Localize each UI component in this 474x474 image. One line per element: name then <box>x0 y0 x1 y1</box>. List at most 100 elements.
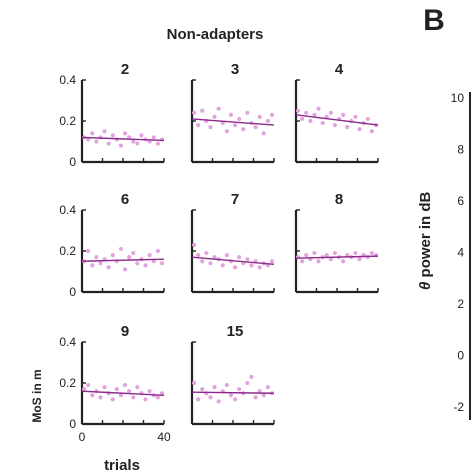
data-point <box>196 123 201 128</box>
data-point <box>224 382 229 388</box>
data-point <box>320 120 325 126</box>
data-point <box>249 263 254 268</box>
data-point <box>98 395 103 400</box>
data-point <box>143 397 148 402</box>
data-point <box>353 250 358 256</box>
data-point <box>200 108 205 113</box>
data-point <box>86 137 91 142</box>
data-point <box>196 253 201 258</box>
data-point <box>106 265 111 270</box>
data-point <box>345 125 350 130</box>
data-point <box>253 125 258 130</box>
data-point <box>143 263 148 268</box>
panel-title: 8 <box>335 191 343 208</box>
panel-4: 4 <box>294 61 379 164</box>
data-point <box>212 255 217 260</box>
y-tick-label: 0 <box>69 155 76 169</box>
data-point <box>208 395 213 400</box>
data-point <box>118 393 124 398</box>
data-point <box>131 395 136 400</box>
data-point <box>114 387 119 392</box>
data-point <box>200 387 205 392</box>
data-point <box>155 141 160 146</box>
fit-line <box>295 255 379 259</box>
data-point <box>122 382 128 388</box>
panel-b-tick-label: 10 <box>451 91 465 105</box>
data-point <box>261 393 266 398</box>
data-point <box>369 250 374 256</box>
data-point <box>357 127 362 132</box>
panel-title: 3 <box>231 61 239 78</box>
data-point <box>216 399 221 404</box>
data-point <box>341 259 346 264</box>
data-point <box>110 253 115 258</box>
data-point <box>341 112 346 117</box>
data-point <box>265 118 270 124</box>
fit-line <box>295 114 379 126</box>
data-point <box>328 257 333 262</box>
data-point <box>110 133 115 138</box>
data-point <box>257 114 262 119</box>
y-tick-label: 0.4 <box>59 73 76 87</box>
data-point <box>155 248 160 254</box>
panel-title: 9 <box>121 323 129 340</box>
panel-b-tick-label: 0 <box>457 349 464 363</box>
fit-line <box>191 118 275 126</box>
data-point <box>90 131 95 136</box>
panel-title: 15 <box>227 323 244 340</box>
panel-b-tick-label: -2 <box>453 400 464 414</box>
panel-title: 7 <box>231 191 239 208</box>
data-point <box>86 382 91 388</box>
data-point <box>324 253 329 258</box>
data-point <box>237 255 242 260</box>
data-point <box>135 385 140 390</box>
data-point <box>216 106 221 111</box>
y-tick-label: 0.4 <box>59 203 76 217</box>
data-point <box>232 397 238 402</box>
data-point <box>191 110 197 115</box>
data-point <box>249 374 254 379</box>
theta-symbol: θ <box>417 281 434 290</box>
panel-b-letter: B <box>423 4 445 37</box>
data-point <box>257 389 262 394</box>
data-point <box>245 380 250 386</box>
y-tick-label: 0.2 <box>59 244 76 258</box>
data-point <box>122 267 128 272</box>
fit-line <box>191 256 275 266</box>
figure-title: Non-adapters <box>167 26 264 43</box>
data-point <box>81 387 87 392</box>
data-point <box>265 385 270 390</box>
data-point <box>102 129 107 134</box>
data-point <box>122 131 128 136</box>
data-point <box>118 246 124 252</box>
data-point <box>147 253 152 258</box>
panel-8: 8 <box>294 191 379 294</box>
y-tick-label: 0.2 <box>59 114 76 128</box>
data-point <box>94 139 99 144</box>
data-point <box>131 250 136 256</box>
data-point <box>155 395 160 400</box>
data-point <box>212 114 217 119</box>
data-point <box>257 265 262 270</box>
y-tick-label: 0.4 <box>59 335 76 349</box>
data-point <box>90 263 95 268</box>
panel-title: 4 <box>335 61 344 78</box>
data-point <box>253 395 258 400</box>
data-point <box>245 257 250 262</box>
data-point <box>232 265 238 270</box>
data-point <box>245 110 250 115</box>
data-point <box>159 391 165 396</box>
data-point <box>200 259 205 264</box>
panel-title: 2 <box>121 61 129 78</box>
data-point <box>110 397 115 402</box>
data-point <box>357 257 362 262</box>
data-point <box>237 116 242 122</box>
data-point <box>127 389 132 394</box>
data-point <box>127 255 132 260</box>
data-point <box>353 114 358 119</box>
data-point <box>196 397 201 402</box>
data-point <box>308 118 313 124</box>
y-tick-label: 0.2 <box>59 376 76 390</box>
data-point <box>369 129 374 134</box>
